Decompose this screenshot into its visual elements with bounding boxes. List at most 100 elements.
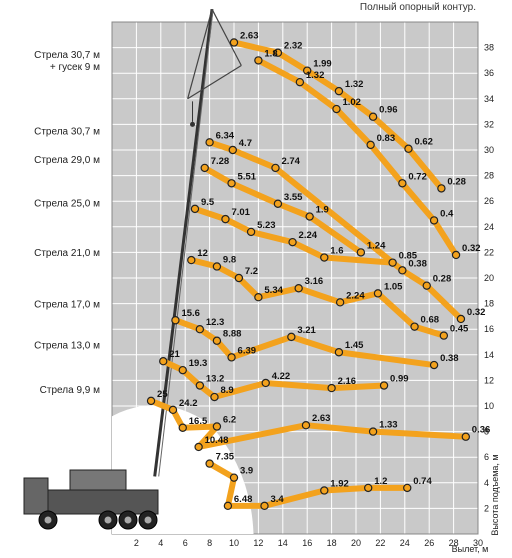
crane-illustration bbox=[23, 8, 254, 534]
data-label: 7.01 bbox=[231, 207, 250, 218]
data-point bbox=[305, 212, 314, 221]
data-label: 15.6 bbox=[181, 308, 200, 319]
data-label: 1.33 bbox=[379, 420, 398, 431]
data-point bbox=[287, 332, 296, 342]
axis-ticks: 2 4 6 8 10 12 14 16 18 20 22 24 26 28 3024681012141618… bbox=[134, 43, 494, 548]
y-tick-label: 32 bbox=[484, 119, 494, 129]
data-point bbox=[335, 298, 345, 307]
data-label: 0.38 bbox=[408, 258, 427, 269]
data-label: 9.8 bbox=[223, 254, 236, 265]
data-label: 2.24 bbox=[299, 230, 318, 241]
data-points: 2.632.321.991.320.960.620.281.81.321.020… bbox=[146, 30, 490, 511]
y-tick-label: 10 bbox=[484, 401, 494, 411]
data-point bbox=[187, 255, 196, 265]
data-point bbox=[379, 381, 389, 390]
x-tick-label: 28 bbox=[449, 538, 459, 548]
y-tick-label: 18 bbox=[484, 299, 494, 309]
data-point bbox=[398, 266, 407, 275]
wheel-hub bbox=[124, 516, 132, 524]
boom-length-label: Стрела 30,7 м bbox=[34, 50, 100, 61]
data-label: 0.99 bbox=[390, 374, 409, 385]
y-tick-label: 6 bbox=[484, 452, 489, 462]
data-point bbox=[373, 289, 383, 298]
x-tick-label: 4 bbox=[158, 538, 163, 548]
data-point bbox=[422, 281, 431, 290]
data-label: 5.34 bbox=[264, 285, 283, 296]
data-point bbox=[288, 237, 297, 247]
x-tick-label: 30 bbox=[473, 538, 483, 548]
data-label: 21 bbox=[169, 349, 180, 360]
data-point bbox=[456, 314, 466, 324]
data-label: 8.9 bbox=[220, 385, 233, 396]
data-label: 0.72 bbox=[408, 171, 427, 182]
data-point bbox=[356, 248, 366, 257]
y-tick-label: 22 bbox=[484, 247, 494, 257]
grid bbox=[111, 21, 479, 535]
x-tick-label: 12 bbox=[253, 538, 263, 548]
boom-length-label: Стрела 13,0 м bbox=[34, 340, 100, 351]
data-point bbox=[366, 140, 375, 150]
truck-cab bbox=[23, 477, 49, 515]
data-label: 6.34 bbox=[216, 130, 235, 141]
y-tick-label: 34 bbox=[484, 94, 494, 104]
y-tick-label: 2 bbox=[484, 503, 489, 513]
data-label: 0.83 bbox=[377, 133, 396, 144]
data-point bbox=[229, 38, 239, 47]
data-point bbox=[295, 77, 305, 87]
data-label: 0.38 bbox=[440, 353, 459, 364]
data-label: 9.5 bbox=[201, 197, 215, 208]
data-point bbox=[212, 262, 222, 271]
data-point bbox=[227, 353, 236, 362]
data-point bbox=[334, 348, 344, 357]
y-tick-label: 4 bbox=[484, 478, 489, 488]
x-tick-label: 10 bbox=[229, 538, 239, 548]
data-label: 1.8 bbox=[264, 48, 277, 59]
wheel-hub bbox=[44, 516, 52, 524]
data-label: 2.24 bbox=[346, 290, 365, 301]
data-label: 0.85 bbox=[399, 251, 418, 262]
data-label: 1.92 bbox=[330, 478, 349, 489]
data-point bbox=[332, 104, 341, 114]
data-label: 3.9 bbox=[240, 466, 253, 477]
data-point bbox=[320, 253, 329, 262]
data-label: 2.63 bbox=[240, 30, 259, 41]
data-point bbox=[200, 163, 209, 173]
crane-turret bbox=[69, 469, 127, 491]
data-label: 19.3 bbox=[189, 358, 208, 369]
data-point bbox=[228, 145, 237, 155]
data-point bbox=[178, 365, 187, 375]
data-point bbox=[451, 250, 461, 260]
data-point bbox=[229, 473, 239, 482]
data-point bbox=[437, 184, 446, 193]
data-point bbox=[178, 423, 187, 432]
jib-tie-lower bbox=[187, 65, 242, 100]
boom-length-label: Стрела 21,0 м bbox=[34, 248, 100, 259]
x-tick-label: 24 bbox=[400, 538, 410, 548]
data-label: 7.35 bbox=[216, 452, 235, 463]
data-label: 0.28 bbox=[447, 176, 466, 187]
data-label: 1.2 bbox=[374, 476, 387, 487]
data-label: 2.16 bbox=[338, 376, 357, 387]
data-label: 7.2 bbox=[245, 266, 258, 277]
load-curve bbox=[191, 205, 396, 266]
data-point bbox=[364, 483, 373, 493]
data-point bbox=[146, 396, 156, 406]
data-label: 5.23 bbox=[257, 220, 276, 231]
data-label: 24.2 bbox=[179, 398, 198, 409]
data-label: 6.48 bbox=[234, 494, 253, 505]
data-point bbox=[294, 284, 303, 293]
data-label: 1.05 bbox=[384, 281, 403, 292]
data-point bbox=[223, 501, 233, 511]
data-label: 0.68 bbox=[421, 315, 440, 326]
data-label: 1.32 bbox=[345, 79, 364, 90]
data-label: 3.55 bbox=[284, 192, 303, 203]
crane-boom bbox=[153, 9, 214, 477]
data-label: 6.2 bbox=[223, 414, 236, 425]
data-point bbox=[429, 216, 439, 225]
data-point bbox=[246, 227, 256, 237]
data-point bbox=[404, 144, 413, 153]
boom-length-label: Стрела 30,7 м bbox=[34, 127, 100, 138]
